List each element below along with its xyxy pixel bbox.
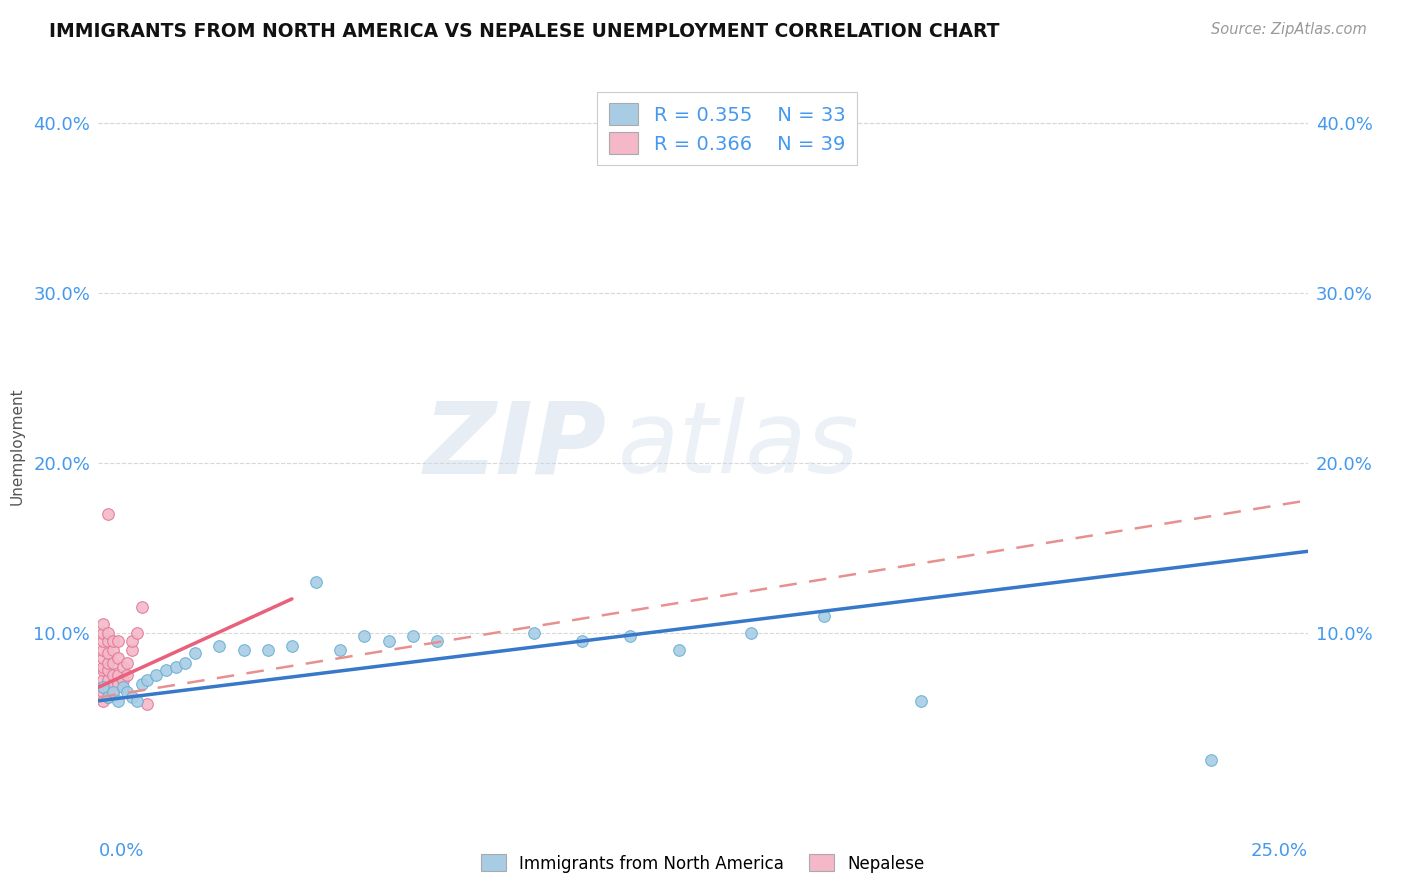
Point	[571, 634, 593, 648]
Point	[813, 608, 835, 623]
Point	[619, 629, 641, 643]
Point	[174, 657, 197, 671]
Text: 0.0%: 0.0%	[98, 842, 143, 860]
Point	[232, 643, 254, 657]
Point	[131, 677, 153, 691]
Legend: Immigrants from North America, Nepalese: Immigrants from North America, Nepalese	[474, 847, 932, 880]
Point	[1199, 753, 1222, 767]
Point	[121, 690, 143, 705]
Point	[402, 629, 425, 643]
Point	[121, 643, 143, 657]
Point	[97, 690, 120, 705]
Text: Source: ZipAtlas.com: Source: ZipAtlas.com	[1211, 22, 1367, 37]
Point	[426, 634, 449, 648]
Point	[97, 626, 120, 640]
Point	[107, 694, 129, 708]
Point	[97, 657, 120, 671]
Point	[111, 680, 134, 694]
Text: atlas: atlas	[619, 398, 860, 494]
Point	[208, 640, 231, 654]
Point	[91, 660, 114, 674]
Point	[101, 668, 124, 682]
Point	[107, 668, 129, 682]
Point	[668, 643, 690, 657]
Point	[121, 634, 143, 648]
Point	[107, 651, 129, 665]
Point	[740, 626, 762, 640]
Point	[127, 694, 149, 708]
Point	[101, 634, 124, 648]
Point	[329, 643, 352, 657]
Point	[91, 663, 114, 677]
Point	[117, 657, 139, 671]
Point	[184, 646, 207, 660]
Point	[91, 617, 114, 632]
Point	[101, 677, 124, 691]
Point	[155, 663, 177, 677]
Point	[101, 685, 124, 699]
Point	[101, 657, 124, 671]
Point	[97, 634, 120, 648]
Point	[523, 626, 546, 640]
Point	[111, 660, 134, 674]
Point	[97, 646, 120, 660]
Text: 25.0%: 25.0%	[1250, 842, 1308, 860]
Point	[107, 634, 129, 648]
Point	[131, 600, 153, 615]
Point	[910, 694, 932, 708]
Point	[91, 685, 114, 699]
Legend: R = 0.355    N = 33, R = 0.366    N = 39: R = 0.355 N = 33, R = 0.366 N = 39	[598, 92, 858, 165]
Point	[91, 643, 114, 657]
Point	[111, 673, 134, 688]
Point	[91, 673, 114, 688]
Point	[117, 685, 139, 699]
Point	[97, 680, 120, 694]
Point	[91, 634, 114, 648]
Point	[281, 640, 304, 654]
Point	[91, 694, 114, 708]
Text: IMMIGRANTS FROM NORTH AMERICA VS NEPALESE UNEMPLOYMENT CORRELATION CHART: IMMIGRANTS FROM NORTH AMERICA VS NEPALES…	[49, 22, 1000, 41]
Point	[97, 507, 120, 521]
Point	[101, 685, 124, 699]
Point	[97, 663, 120, 677]
Point	[97, 690, 120, 705]
Point	[107, 677, 129, 691]
Point	[101, 643, 124, 657]
Point	[117, 668, 139, 682]
Point	[91, 651, 114, 665]
Point	[165, 660, 187, 674]
Point	[135, 673, 157, 688]
Y-axis label: Unemployment: Unemployment	[10, 387, 25, 505]
Point	[135, 698, 157, 712]
Point	[145, 668, 167, 682]
Point	[353, 629, 375, 643]
Point	[91, 680, 114, 694]
Point	[91, 626, 114, 640]
Point	[377, 634, 399, 648]
Text: ZIP: ZIP	[423, 398, 606, 494]
Point	[305, 574, 328, 589]
Point	[91, 680, 114, 694]
Point	[127, 626, 149, 640]
Point	[97, 673, 120, 688]
Point	[256, 643, 278, 657]
